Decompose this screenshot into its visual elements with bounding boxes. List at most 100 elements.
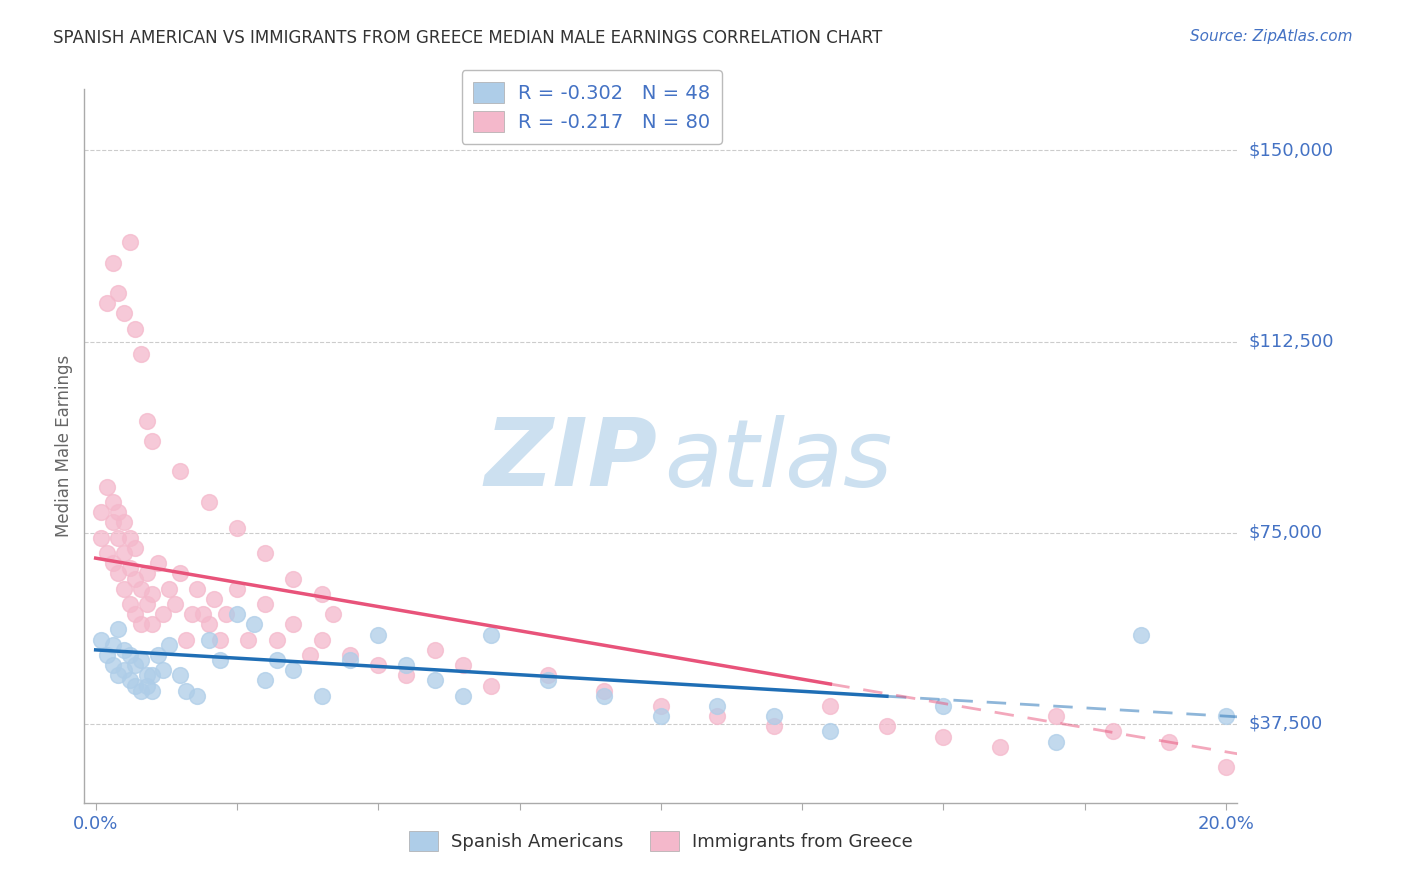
Point	[311, 689, 333, 703]
Point	[186, 689, 208, 703]
Text: Source: ZipAtlas.com: Source: ZipAtlas.com	[1189, 29, 1353, 44]
Point	[266, 632, 288, 647]
Point	[1215, 709, 1237, 723]
Point	[1130, 627, 1153, 641]
Point	[101, 658, 124, 673]
Point	[169, 465, 191, 479]
Text: $112,500: $112,500	[1249, 333, 1334, 351]
Point	[112, 663, 135, 677]
Point	[254, 546, 277, 560]
Point	[135, 668, 157, 682]
Point	[1159, 734, 1181, 748]
Point	[107, 286, 129, 301]
Point	[197, 617, 219, 632]
Point	[650, 709, 672, 723]
Point	[135, 679, 157, 693]
Point	[322, 607, 344, 622]
Point	[129, 617, 152, 632]
Point	[451, 658, 474, 673]
Point	[107, 566, 129, 581]
Point	[311, 587, 333, 601]
Point	[706, 698, 728, 713]
Point	[163, 597, 186, 611]
Point	[141, 434, 163, 448]
Point	[339, 653, 361, 667]
Point	[197, 495, 219, 509]
Point	[101, 516, 124, 530]
Point	[157, 638, 180, 652]
Point	[124, 322, 146, 336]
Point	[124, 572, 146, 586]
Point	[762, 709, 785, 723]
Text: SPANISH AMERICAN VS IMMIGRANTS FROM GREECE MEDIAN MALE EARNINGS CORRELATION CHAR: SPANISH AMERICAN VS IMMIGRANTS FROM GREE…	[53, 29, 883, 46]
Point	[129, 347, 152, 361]
Point	[146, 648, 169, 662]
Point	[208, 632, 231, 647]
Point	[129, 683, 152, 698]
Point	[96, 480, 118, 494]
Point	[283, 663, 305, 677]
Point	[152, 607, 174, 622]
Point	[118, 597, 141, 611]
Point	[593, 689, 616, 703]
Point	[118, 531, 141, 545]
Point	[876, 719, 898, 733]
Point	[208, 653, 231, 667]
Point	[1102, 724, 1125, 739]
Point	[266, 653, 288, 667]
Point	[107, 668, 129, 682]
Point	[141, 617, 163, 632]
Point	[191, 607, 214, 622]
Point	[118, 673, 141, 688]
Point	[1045, 734, 1067, 748]
Point	[141, 683, 163, 698]
Point	[283, 617, 305, 632]
Point	[157, 582, 180, 596]
Point	[96, 546, 118, 560]
Point	[988, 739, 1011, 754]
Point	[243, 617, 266, 632]
Point	[395, 668, 418, 682]
Point	[90, 505, 112, 519]
Point	[238, 632, 260, 647]
Point	[101, 638, 124, 652]
Point	[197, 632, 219, 647]
Point	[1045, 709, 1067, 723]
Point	[479, 627, 502, 641]
Point	[367, 658, 389, 673]
Text: $150,000: $150,000	[1249, 141, 1333, 160]
Point	[650, 698, 672, 713]
Point	[141, 668, 163, 682]
Point	[129, 582, 152, 596]
Point	[90, 632, 112, 647]
Point	[254, 597, 277, 611]
Point	[118, 648, 141, 662]
Point	[124, 607, 146, 622]
Text: ZIP: ZIP	[485, 414, 658, 507]
Point	[451, 689, 474, 703]
Point	[202, 591, 225, 606]
Point	[706, 709, 728, 723]
Point	[135, 597, 157, 611]
Point	[593, 683, 616, 698]
Point	[124, 658, 146, 673]
Point	[226, 582, 249, 596]
Point	[932, 730, 955, 744]
Point	[124, 541, 146, 555]
Text: $75,000: $75,000	[1249, 524, 1323, 541]
Point	[135, 413, 157, 427]
Point	[339, 648, 361, 662]
Text: $37,500: $37,500	[1249, 714, 1323, 733]
Point	[762, 719, 785, 733]
Point	[96, 648, 118, 662]
Point	[423, 673, 446, 688]
Point	[214, 607, 236, 622]
Point	[112, 306, 135, 320]
Point	[226, 520, 249, 534]
Point	[135, 566, 157, 581]
Point	[283, 572, 305, 586]
Point	[118, 561, 141, 575]
Text: atlas: atlas	[664, 415, 893, 506]
Point	[820, 724, 842, 739]
Point	[395, 658, 418, 673]
